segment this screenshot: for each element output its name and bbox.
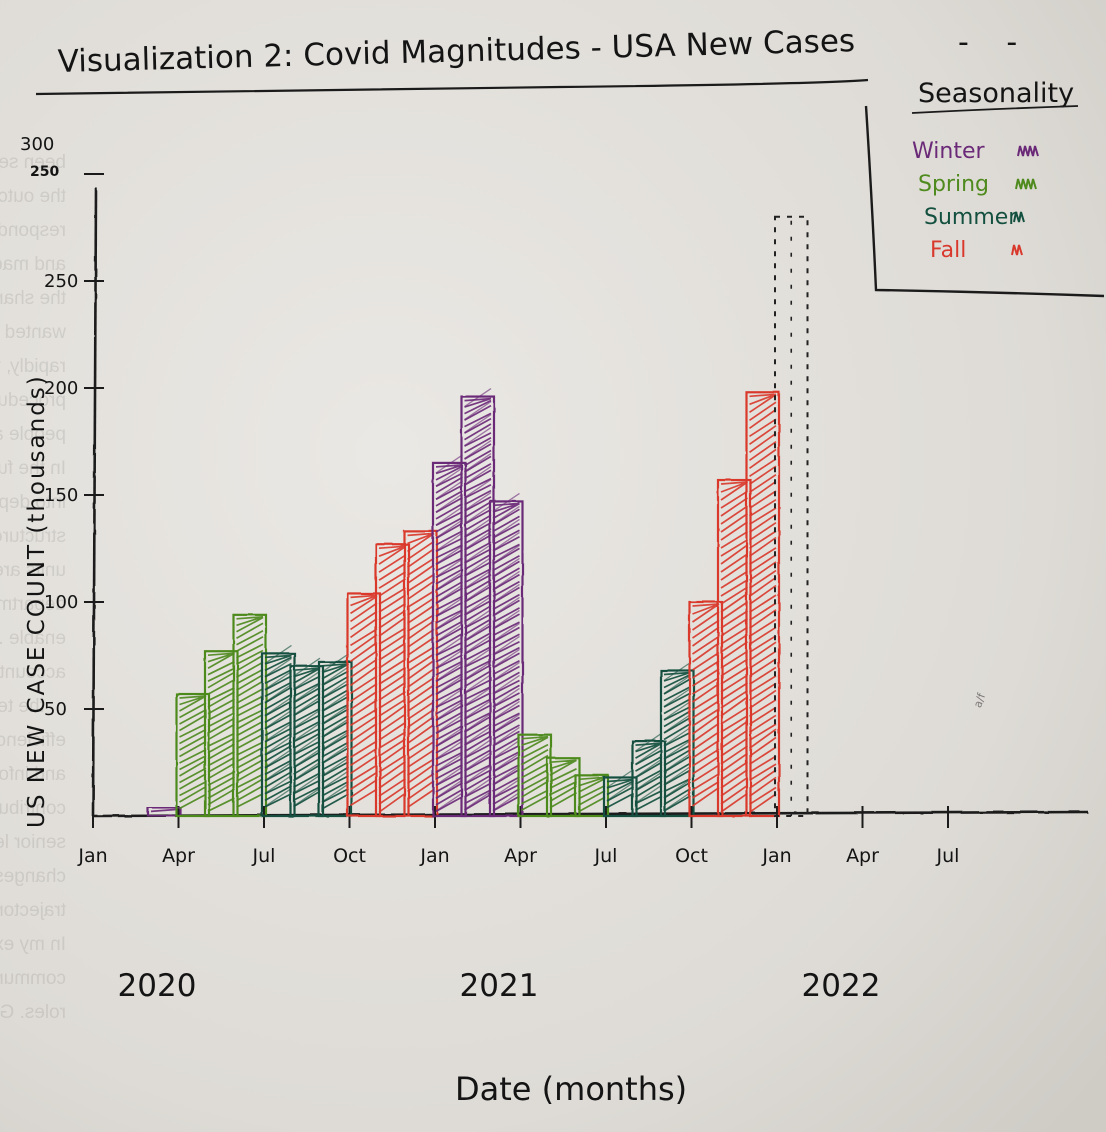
- x-tick-label: Jan: [761, 845, 791, 867]
- legend: Seasonality Winter Spring Summer Fall: [864, 78, 1105, 298]
- title-underline: [35, 78, 869, 96]
- legend-label: Fall: [930, 238, 966, 263]
- legend-swatch: [1017, 145, 1039, 157]
- x-axis-label: Date (months): [455, 1070, 687, 1108]
- year-label: 2020: [118, 968, 197, 1004]
- legend-entry: Winter: [912, 139, 1039, 164]
- x-tick-label: Jul: [594, 845, 618, 867]
- bleed-line: communicate early and often about the re…: [0, 968, 66, 989]
- y-axis-line: [91, 187, 98, 817]
- bar: [488, 492, 524, 818]
- bleed-line: people accountable as Connective grew.: [0, 424, 66, 445]
- bleed-line: procedures and processes were needed to …: [0, 390, 66, 411]
- x-tick-label: Oct: [333, 845, 366, 867]
- legend-border: [864, 105, 1105, 298]
- bleed-line: structure, teams are organized by produc…: [0, 526, 66, 547]
- year-label: 2021: [460, 968, 539, 1004]
- bleed-line: been sensitive to strategic decisions an…: [0, 152, 66, 173]
- bleed-line: In my experience with organizational res…: [0, 934, 66, 955]
- legend-swatch: [1015, 178, 1037, 190]
- bar: [574, 774, 610, 818]
- bleed-line: contributed to employee anxiety. I may h…: [0, 798, 66, 819]
- bleed-line: trajectory.: [0, 900, 66, 921]
- y-tick-label: 250: [44, 271, 78, 292]
- bleed-line: wanted more structure to meet customer d…: [0, 322, 67, 343]
- legend-label: Winter: [912, 139, 985, 164]
- legend-label: Summer: [924, 205, 1018, 230]
- y-tick-label: 200: [44, 378, 78, 399]
- bar: [175, 692, 211, 818]
- bleed-line: the shared emphasis on overall structure…: [0, 288, 66, 309]
- y-axis-label: US NEW CASE COUNT (thousands): [24, 374, 50, 828]
- y-tick-label: 100: [44, 592, 78, 613]
- x-tick-label: Jul: [936, 845, 960, 867]
- bleed-line: into departments like engineering, and .…: [0, 492, 66, 513]
- bar: [289, 657, 325, 818]
- x-tick-label: Apr: [504, 845, 537, 867]
- legend-entry: Fall: [930, 238, 1023, 263]
- bar: [203, 650, 239, 818]
- legend-swatch: [1013, 211, 1025, 223]
- bleed-line: departments ... shared services ...: [0, 594, 66, 615]
- legend-entry: Summer: [924, 205, 1025, 230]
- bleed-line: ... the team ...: [0, 696, 66, 717]
- bleed-line: responding and overlapping within and ac…: [0, 220, 66, 241]
- legend-title: Seasonality: [918, 78, 1074, 109]
- x-tick-label: Apr: [162, 845, 195, 867]
- margin-scribble: a/f: [971, 691, 988, 710]
- bleed-line: efficiency and consistency trying to mai…: [0, 730, 66, 751]
- legend-title-underline: [911, 105, 1079, 114]
- bar: [545, 757, 581, 818]
- bleed-line: changes. But Brewer's efforts certainly …: [0, 866, 66, 887]
- x-tick-label: Jan: [419, 845, 449, 867]
- y-tick-label: 300: [20, 134, 54, 155]
- bleed-line: senior leaders instead of implementing s…: [0, 832, 66, 853]
- x-tick-label: Oct: [675, 845, 708, 867]
- bar: [602, 768, 638, 818]
- x-tick-label: Jul: [252, 845, 276, 867]
- bleed-line: In the functional structure, tasks are g…: [0, 458, 66, 479]
- legend-swatch: [1011, 244, 1023, 256]
- bar: [659, 661, 695, 818]
- bleed-line: and information. However, the constant s…: [0, 764, 66, 785]
- x-tick-label: Apr: [846, 845, 879, 867]
- bar: [774, 215, 809, 818]
- y-tick-label-scribble: 250: [30, 164, 59, 180]
- bleed-line: the outcomes, which was likely...: [0, 186, 66, 207]
- bar: [346, 592, 382, 818]
- bleed-line: accountability ... structure ...: [0, 662, 66, 683]
- legend-label: Spring: [918, 172, 989, 197]
- bar: [745, 391, 781, 818]
- bar: [317, 653, 353, 818]
- bar: [146, 806, 182, 818]
- y-tick-label: 50: [44, 699, 67, 720]
- bleed-line: units are ... in the hierarchy and ... s…: [0, 560, 66, 581]
- legend-entry: Spring: [918, 172, 1037, 197]
- bleed-line: and made decision-making slower and more…: [0, 254, 66, 275]
- bleed-line: rapidly, this led to a more defined stru…: [0, 356, 66, 377]
- x-tick-label: Jan: [77, 845, 107, 867]
- bar: [688, 600, 724, 818]
- y-tick-label: 150: [44, 485, 78, 506]
- year-label: 2022: [802, 968, 881, 1004]
- bar: [716, 478, 752, 818]
- corner-marks: - -: [958, 25, 1031, 60]
- bleed-through-text: been sensitive to strategic decisions an…: [0, 152, 67, 1023]
- bleed-line: enable ... silo thinking ...: [0, 628, 66, 649]
- bar: [374, 543, 410, 818]
- bleed-line: roles. Giving people time to provide inp…: [0, 1002, 66, 1023]
- bar: [460, 388, 496, 818]
